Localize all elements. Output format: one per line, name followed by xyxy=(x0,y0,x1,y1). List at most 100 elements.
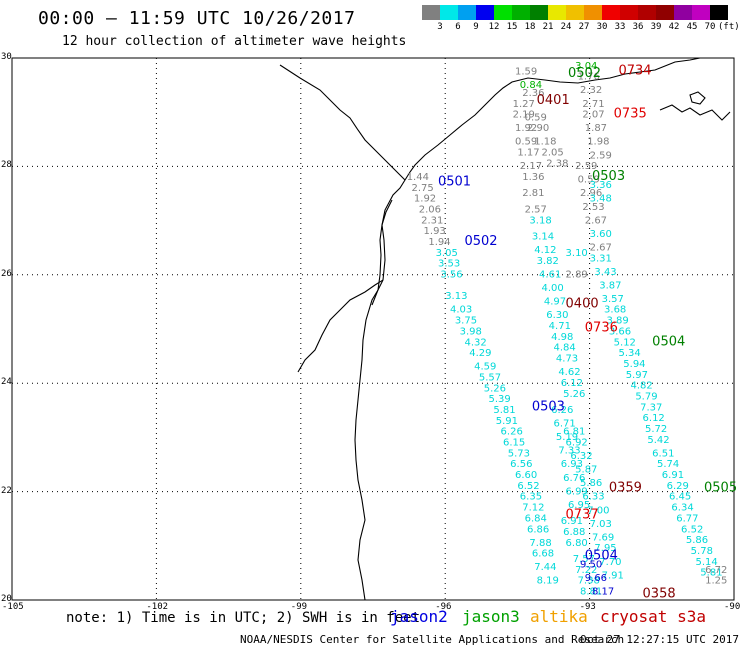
legend-swatch xyxy=(710,5,728,20)
latitude-label: 22 xyxy=(1,485,12,496)
latitude-label: 28 xyxy=(1,160,12,171)
wave-height-value: 6.32 xyxy=(570,451,592,462)
legend-swatch xyxy=(476,5,494,20)
delta-outline xyxy=(659,104,731,121)
satellite-name: cryosat s3a xyxy=(600,607,706,626)
barrier-island-line xyxy=(371,199,393,306)
wave-height-value: 6.45 xyxy=(669,492,691,503)
legend-swatch xyxy=(458,5,476,20)
wave-height-value: 6.29 xyxy=(667,481,689,492)
wave-height-value: 3.82 xyxy=(537,256,559,267)
wave-height-value: 6.80 xyxy=(566,538,588,549)
wave-height-value: 3.05 xyxy=(436,248,458,259)
pass-labels: 0502 0734 0401 0735 0501 0503 0502 0400 0736 0504… xyxy=(438,63,737,601)
wave-height-value: 5.72 xyxy=(645,424,667,435)
wave-height-value: 7.12 xyxy=(522,503,544,514)
legend-swatch xyxy=(674,5,692,20)
color-legend: (ft) 3 6 9 12 15 18 21 24 27 30 33 36 39 42 45 70 xyxy=(422,5,740,34)
wave-height-value: 7.38 xyxy=(578,576,600,587)
wave-height-value: 5.57 xyxy=(479,372,501,383)
wave-height-value: 2.75 xyxy=(412,183,434,194)
wave-height-value: 4.62 xyxy=(558,367,580,378)
wave-height-value: 1.93 xyxy=(424,226,446,237)
wave-height-value: 4.98 xyxy=(551,332,573,343)
latitude-label: 30 xyxy=(1,52,12,62)
footer-credit: NOAA/NESDIS Center for Satellite Applica… xyxy=(240,633,625,646)
wave-height-value: 6.15 xyxy=(503,438,525,449)
river-line xyxy=(279,64,406,181)
latitude-label: 20 xyxy=(1,594,12,604)
wave-height-value: 6.51 xyxy=(652,448,674,459)
wave-height-value: 4.29 xyxy=(469,348,491,359)
map-frame xyxy=(11,57,735,601)
wave-height-value: 3.48 xyxy=(590,194,612,205)
wave-height-value: 3.53 xyxy=(438,259,460,270)
wave-height-value: 6.12 xyxy=(643,413,665,424)
legend-swatch xyxy=(620,5,638,20)
wave-height-value: 2.90 xyxy=(527,123,549,134)
wave-height-value: 5.94 xyxy=(623,359,645,370)
wave-height-value: 7.33 xyxy=(558,446,580,457)
wave-height-value: 5.26 xyxy=(484,383,506,394)
wave-height-value: 6.30 xyxy=(546,310,568,321)
wave-height-value: 6.86 xyxy=(527,524,549,535)
latitude-label: 26 xyxy=(1,268,12,279)
wave-height-value: 1.44 xyxy=(407,172,429,183)
legend-swatch xyxy=(440,5,458,20)
legend-tick-label: 9 xyxy=(473,22,479,32)
footer-timestamp: Oct 27 12:27:15 UTC 2017 xyxy=(580,633,739,646)
wave-height-value: 2.71 xyxy=(582,99,604,110)
wave-height-value: 8.81 xyxy=(580,587,602,598)
wave-height-value: 3.89 xyxy=(606,316,628,327)
satellite-name: altika xyxy=(530,607,588,626)
wave-height-value: 6.91 xyxy=(561,516,583,527)
wave-height-value: 5.81 xyxy=(493,405,515,416)
wave-height-value: 3.68 xyxy=(604,305,626,316)
wave-height-value: 3.43 xyxy=(594,267,616,278)
wave-height-value: 0.59 xyxy=(515,137,537,148)
wave-height-value: 2.38 xyxy=(546,158,568,169)
map-subtitle: 12 hour collection of altimeter wave hei… xyxy=(62,34,407,49)
legend-tick-label: 27 xyxy=(578,22,590,32)
wave-height-value: 2.19 xyxy=(513,110,535,121)
wave-height-value: 3.10 xyxy=(566,248,588,259)
wave-height-value: 7.95 xyxy=(594,543,616,554)
wave-height-value: 2.07 xyxy=(582,110,604,121)
pass-id-label: 0502 xyxy=(464,234,497,249)
wave-height-value: 4.84 xyxy=(554,343,576,354)
wave-height-value: 2.81 xyxy=(522,188,544,199)
legend-color-bar xyxy=(422,5,728,20)
wave-height-value: 3.18 xyxy=(529,215,551,226)
wave-height-value: 3.57 xyxy=(602,294,624,305)
wave-height-value: 5.79 xyxy=(635,391,657,402)
wave-height-value: 2.53 xyxy=(582,202,604,213)
wave-height-value: 5.34 xyxy=(618,348,640,359)
wave-height-value: 4.59 xyxy=(474,362,496,373)
wave-height-value: 5.39 xyxy=(489,394,511,405)
legend-tick-label: 12 xyxy=(488,22,500,32)
pass-id-label: 0358 xyxy=(643,586,676,601)
wave-height-value: 4.61 xyxy=(539,270,561,281)
wave-height-value: 6.60 xyxy=(515,470,537,481)
wave-height-value: 4.03 xyxy=(450,305,472,316)
wave-height-value: 1.87 xyxy=(585,123,607,134)
legend-unit: (ft) xyxy=(718,22,740,32)
wave-height-value: 2.06 xyxy=(419,204,441,215)
footnote: note: 1) Time is in UTC; 2) SWH is in fe… xyxy=(66,610,421,626)
wave-height-value: 2.59 xyxy=(590,150,612,161)
legend-swatch xyxy=(602,5,620,20)
wave-height-value: 5.78 xyxy=(691,546,713,557)
wave-height-value: 4.12 xyxy=(534,245,556,256)
wave-height-value: 6.33 xyxy=(582,492,604,503)
wave-height-value: 6.56 xyxy=(510,459,532,470)
wave-height-value: 6.52 xyxy=(681,524,703,535)
wave-height-value: 3.36 xyxy=(590,180,612,191)
wave-height-value: 6.76 xyxy=(563,473,585,484)
legend-tick-label: 39 xyxy=(650,22,662,32)
wave-height-value: 2.31 xyxy=(421,215,443,226)
lat-lon-grid xyxy=(12,58,734,600)
legend-swatch xyxy=(512,5,530,20)
pass-id-label: 0503 xyxy=(532,399,565,414)
pass-id-label: 0502 xyxy=(568,66,601,81)
